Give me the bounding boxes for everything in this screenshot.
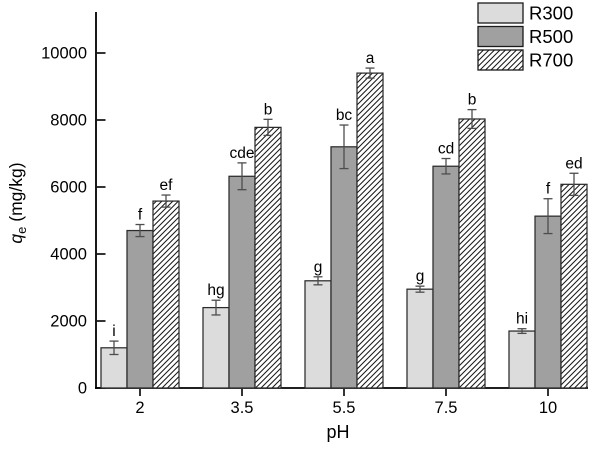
sig-letter-R700-pH5.5: a <box>366 50 375 67</box>
bar-R300-pH7.5 <box>406 288 434 389</box>
x-tick-label: 5.5 <box>333 399 356 417</box>
sig-letter-R300-pH7.5: g <box>416 268 425 285</box>
y-tick-label: 2000 <box>50 313 87 331</box>
bar-R300-pH3.5 <box>202 306 230 389</box>
bar-R700-pH2 <box>152 200 180 389</box>
legend-label-R300: R300 <box>529 3 573 24</box>
x-tick-label: 10 <box>539 399 557 417</box>
legend-swatch-R300 <box>477 2 524 24</box>
y-tick-label: 10000 <box>41 45 87 63</box>
bar-R700-pH7.5 <box>458 118 486 389</box>
sig-letter-R700-pH10: ed <box>565 155 582 172</box>
sig-letter-R300-pH5.5: g <box>314 259 323 276</box>
sig-letter-R500-pH7.5: cd <box>438 141 454 158</box>
y-tick-label: 4000 <box>50 246 87 264</box>
sig-letter-R300-pH10: hi <box>516 311 528 328</box>
bar-R500-pH2 <box>126 229 154 389</box>
x-tick-label: 2 <box>135 399 144 417</box>
bar-R500-pH5.5 <box>330 146 358 389</box>
legend-swatch-R700 <box>477 49 524 71</box>
legend-label-R700: R700 <box>529 50 573 71</box>
y-tick-label: 8000 <box>50 112 87 130</box>
sig-letter-R700-pH3.5: b <box>264 101 273 118</box>
legend-swatch-R500 <box>477 25 524 48</box>
bar-R700-pH10 <box>560 183 588 389</box>
legend-label-R500: R500 <box>529 26 573 47</box>
y-tick-label: 0 <box>78 380 87 398</box>
bar-R300-pH5.5 <box>304 280 332 389</box>
sig-letter-R700-pH7.5: b <box>468 92 477 109</box>
y-axis-title: qe (mg/kg) <box>6 162 29 243</box>
sig-letter-R500-pH10: f <box>546 181 551 198</box>
bar-R700-pH3.5 <box>254 126 282 389</box>
x-axis-title: pH <box>326 422 349 442</box>
bar-R500-pH10 <box>534 215 562 389</box>
bar-R300-pH10 <box>508 330 536 389</box>
sig-letter-R300-pH2: i <box>112 323 115 340</box>
sig-letter-R700-pH2: ef <box>160 177 174 194</box>
x-tick-label: 3.5 <box>231 399 254 417</box>
bar-R500-pH7.5 <box>432 165 460 389</box>
bar-R700-pH5.5 <box>356 72 384 389</box>
sig-letter-R500-pH5.5: bc <box>336 107 353 124</box>
sig-letter-R500-pH2: f <box>138 207 143 224</box>
y-tick-label: 6000 <box>50 179 87 197</box>
bar-R500-pH3.5 <box>228 175 256 389</box>
sig-letter-R500-pH3.5: cde <box>230 145 255 162</box>
sig-letter-R300-pH3.5: hg <box>207 282 224 299</box>
x-tick-label: 7.5 <box>435 399 458 417</box>
